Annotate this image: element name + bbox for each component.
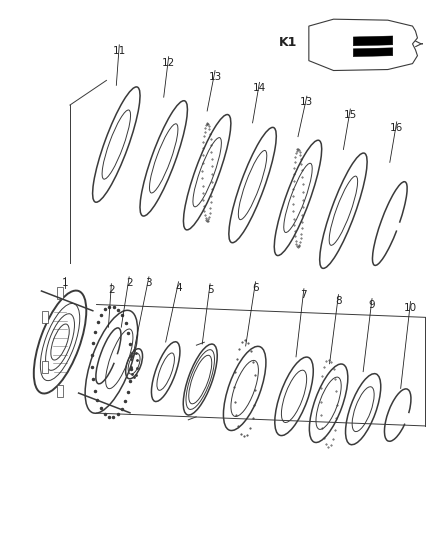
Text: 9: 9 bbox=[369, 300, 375, 310]
Text: 4: 4 bbox=[175, 283, 182, 293]
Text: 1: 1 bbox=[62, 278, 68, 288]
Text: 13: 13 bbox=[300, 97, 314, 107]
Text: 3: 3 bbox=[145, 278, 152, 288]
Text: 6: 6 bbox=[252, 283, 259, 293]
Text: 5: 5 bbox=[207, 285, 213, 295]
Polygon shape bbox=[353, 48, 393, 56]
Text: 16: 16 bbox=[390, 123, 403, 133]
FancyBboxPatch shape bbox=[57, 287, 63, 298]
Text: 2: 2 bbox=[126, 278, 132, 288]
Text: 7: 7 bbox=[300, 290, 307, 300]
Text: 10: 10 bbox=[404, 303, 417, 312]
Text: K1: K1 bbox=[279, 36, 297, 50]
Text: 12: 12 bbox=[162, 58, 175, 68]
Text: 15: 15 bbox=[344, 110, 357, 120]
Text: 13: 13 bbox=[208, 71, 222, 82]
Polygon shape bbox=[353, 36, 393, 46]
FancyBboxPatch shape bbox=[42, 361, 48, 373]
Text: 14: 14 bbox=[253, 83, 266, 93]
Text: 2: 2 bbox=[108, 285, 115, 295]
FancyBboxPatch shape bbox=[42, 311, 48, 324]
Text: 11: 11 bbox=[113, 46, 126, 56]
FancyBboxPatch shape bbox=[57, 385, 63, 397]
Text: 8: 8 bbox=[335, 296, 342, 305]
